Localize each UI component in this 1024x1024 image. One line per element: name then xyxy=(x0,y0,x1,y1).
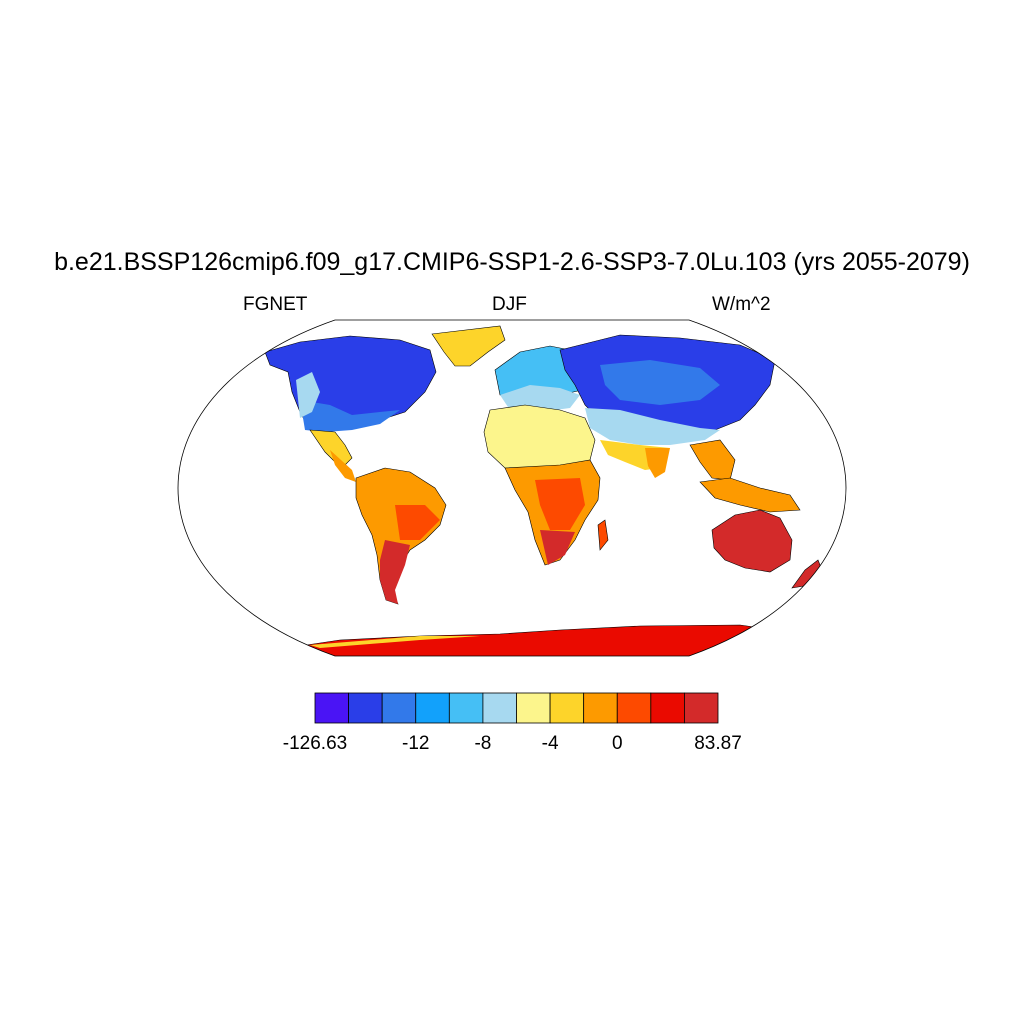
colorbar-swatch xyxy=(583,692,618,724)
colorbar-swatch xyxy=(348,692,383,724)
units-label: W/m^2 xyxy=(712,294,771,315)
madagascar-region xyxy=(597,519,609,551)
colorbar-tick-label: 0 xyxy=(611,733,623,754)
south-america-mid-region xyxy=(395,505,440,540)
southeast-asia-region xyxy=(689,439,736,481)
colorbar-swatch xyxy=(616,692,652,724)
africa-south-region xyxy=(540,530,575,565)
colorbar-swatch xyxy=(516,692,551,724)
asia-cool-region xyxy=(600,360,720,405)
maritime-continent-region xyxy=(699,477,801,513)
asia-south-region xyxy=(585,408,720,445)
europe-light-region xyxy=(500,385,580,412)
antarctica-edge-region xyxy=(310,636,480,648)
plot-title: b.e21.BSSP126cmip6.f09_g17.CMIP6-SSP1-2.… xyxy=(54,248,970,276)
antarctica-region xyxy=(179,624,846,656)
colorbar-tick-label: -8 xyxy=(474,733,492,754)
north-america-cool-region xyxy=(300,400,400,432)
map-content xyxy=(179,325,846,656)
map-boundary xyxy=(177,319,847,657)
colorbar-tick-label: -126.63 xyxy=(282,733,348,754)
colorbar-swatch xyxy=(314,692,349,724)
colorbar-swatch xyxy=(381,692,417,724)
colorbar-swatch xyxy=(448,692,484,724)
variable-label: FGNET xyxy=(243,294,308,315)
colorbar-swatch xyxy=(650,692,685,724)
colorbar-tick-label: 83.87 xyxy=(694,733,742,754)
colorbar-swatch xyxy=(415,692,450,724)
greenland-region xyxy=(431,325,506,367)
colorbar-swatch xyxy=(684,692,719,724)
colorbar-swatch xyxy=(549,692,585,724)
africa-north-region xyxy=(483,404,596,471)
colorbar xyxy=(314,692,719,724)
africa-hot-region xyxy=(535,478,585,530)
colorbar-swatch xyxy=(482,692,517,724)
india-region xyxy=(645,448,670,478)
central-america-warm-region xyxy=(330,450,356,482)
colorbar-tick-label: -12 xyxy=(402,733,430,754)
australia-region xyxy=(711,509,793,573)
north-america-warm-region xyxy=(296,372,320,418)
season-label: DJF xyxy=(492,294,527,315)
colorbar-tick-label: -4 xyxy=(541,733,559,754)
new-zealand-region xyxy=(791,559,823,589)
central-america-region xyxy=(309,429,353,466)
south-america-hot-region xyxy=(380,540,410,604)
